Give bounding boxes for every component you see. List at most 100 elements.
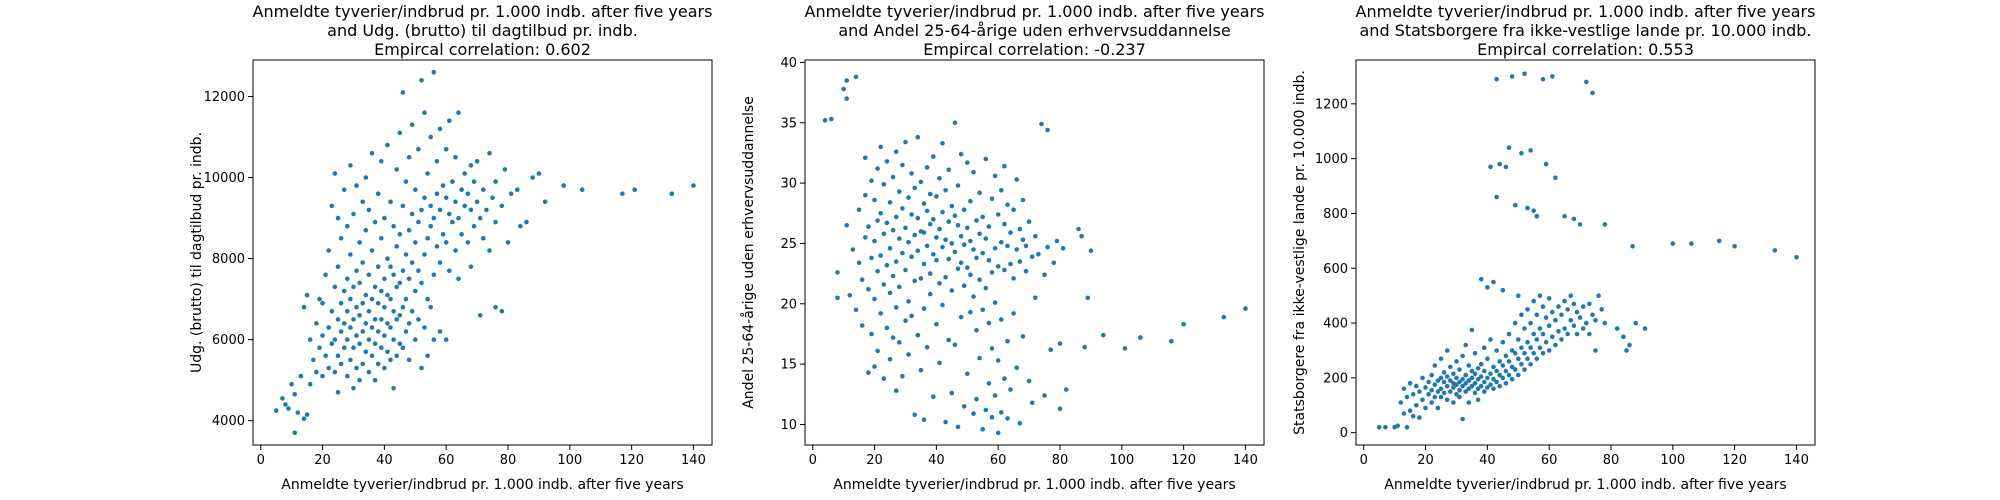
data-point [841, 86, 846, 92]
data-point [366, 207, 372, 213]
data-point [1550, 309, 1555, 315]
data-point [835, 270, 840, 275]
data-point [869, 331, 874, 337]
data-point [1014, 177, 1019, 182]
data-point [1429, 400, 1434, 405]
data-point [1457, 379, 1462, 385]
data-point [465, 240, 471, 245]
data-point [1478, 361, 1484, 367]
y-tick-label: 400 [1323, 317, 1348, 332]
data-point [307, 337, 313, 342]
data-point [431, 215, 437, 221]
data-point [946, 256, 951, 262]
data-point [1469, 375, 1475, 381]
data-points [1376, 71, 1799, 430]
data-point [934, 322, 939, 327]
data-point [468, 264, 474, 270]
data-point [943, 188, 948, 193]
data-point [1472, 350, 1478, 356]
data-point [974, 218, 979, 223]
data-point [1528, 320, 1533, 326]
data-point [388, 325, 393, 330]
data-point [1772, 248, 1778, 253]
data-point [844, 223, 849, 228]
x-tick-label: 0 [809, 453, 817, 468]
data-point [332, 284, 338, 290]
data-point [518, 223, 523, 229]
data-point [869, 178, 874, 183]
data-point [989, 270, 995, 275]
data-point [1454, 392, 1459, 397]
data-point [968, 272, 973, 278]
data-point [1506, 331, 1512, 337]
data-point [1475, 386, 1481, 392]
data-point [456, 110, 461, 115]
data-point [425, 171, 430, 176]
data-point [1531, 350, 1536, 356]
data-point [1509, 376, 1515, 382]
data-point [490, 195, 495, 201]
data-point [369, 248, 375, 253]
data-point [1079, 233, 1084, 239]
x-tick-label: 80 [1052, 453, 1069, 468]
data-point [440, 183, 446, 188]
data-point [348, 325, 353, 330]
data-point [995, 430, 1001, 436]
data-point [931, 217, 936, 222]
data-point [1689, 241, 1694, 246]
data-point [493, 179, 498, 184]
data-point [1482, 345, 1487, 351]
data-point [453, 199, 458, 205]
data-point [918, 179, 924, 185]
data-point [1045, 244, 1050, 250]
data-point [1460, 376, 1465, 382]
data-point [431, 69, 437, 75]
data-point [955, 266, 961, 272]
chart-title-line: Empircal correlation: -0.237 [923, 40, 1146, 59]
data-point [422, 195, 427, 201]
data-point [1005, 243, 1010, 249]
data-point [280, 396, 285, 401]
data-point [366, 369, 372, 375]
data-point [1519, 361, 1524, 367]
data-point [369, 296, 375, 302]
data-point [1624, 348, 1629, 353]
x-tick-label: 100 [557, 453, 582, 468]
data-point [311, 357, 316, 363]
data-point [357, 341, 362, 347]
data-point [986, 381, 992, 386]
data-point [1423, 385, 1428, 390]
data-point [946, 337, 951, 343]
data-point [375, 191, 381, 196]
data-point [1559, 312, 1564, 318]
data-point [447, 268, 452, 274]
data-point [351, 345, 356, 351]
data-point [1503, 353, 1509, 359]
x-axis-label: Anmeldte tyverier/indbrud pr. 1.000 indb… [1384, 477, 1786, 493]
data-point [357, 240, 362, 245]
data-point [1448, 364, 1453, 370]
data-point [915, 215, 921, 221]
data-point [1002, 163, 1007, 169]
data-point [400, 203, 406, 209]
data-point [1438, 356, 1444, 362]
data-point [903, 225, 908, 231]
data-point [1584, 320, 1589, 326]
data-point [900, 373, 905, 379]
data-point [428, 223, 434, 229]
data-points [273, 69, 696, 436]
data-point [335, 317, 341, 322]
data-point [400, 90, 406, 95]
data-point [1531, 298, 1536, 304]
data-point [887, 290, 893, 296]
data-point [1410, 392, 1416, 397]
data-point [1571, 323, 1577, 329]
data-point [940, 302, 945, 308]
data-point [1469, 327, 1475, 333]
data-point [1048, 347, 1053, 353]
data-point [961, 283, 967, 289]
data-point [897, 340, 902, 345]
data-point [409, 309, 415, 314]
data-point [884, 262, 890, 268]
data-point [844, 78, 849, 83]
